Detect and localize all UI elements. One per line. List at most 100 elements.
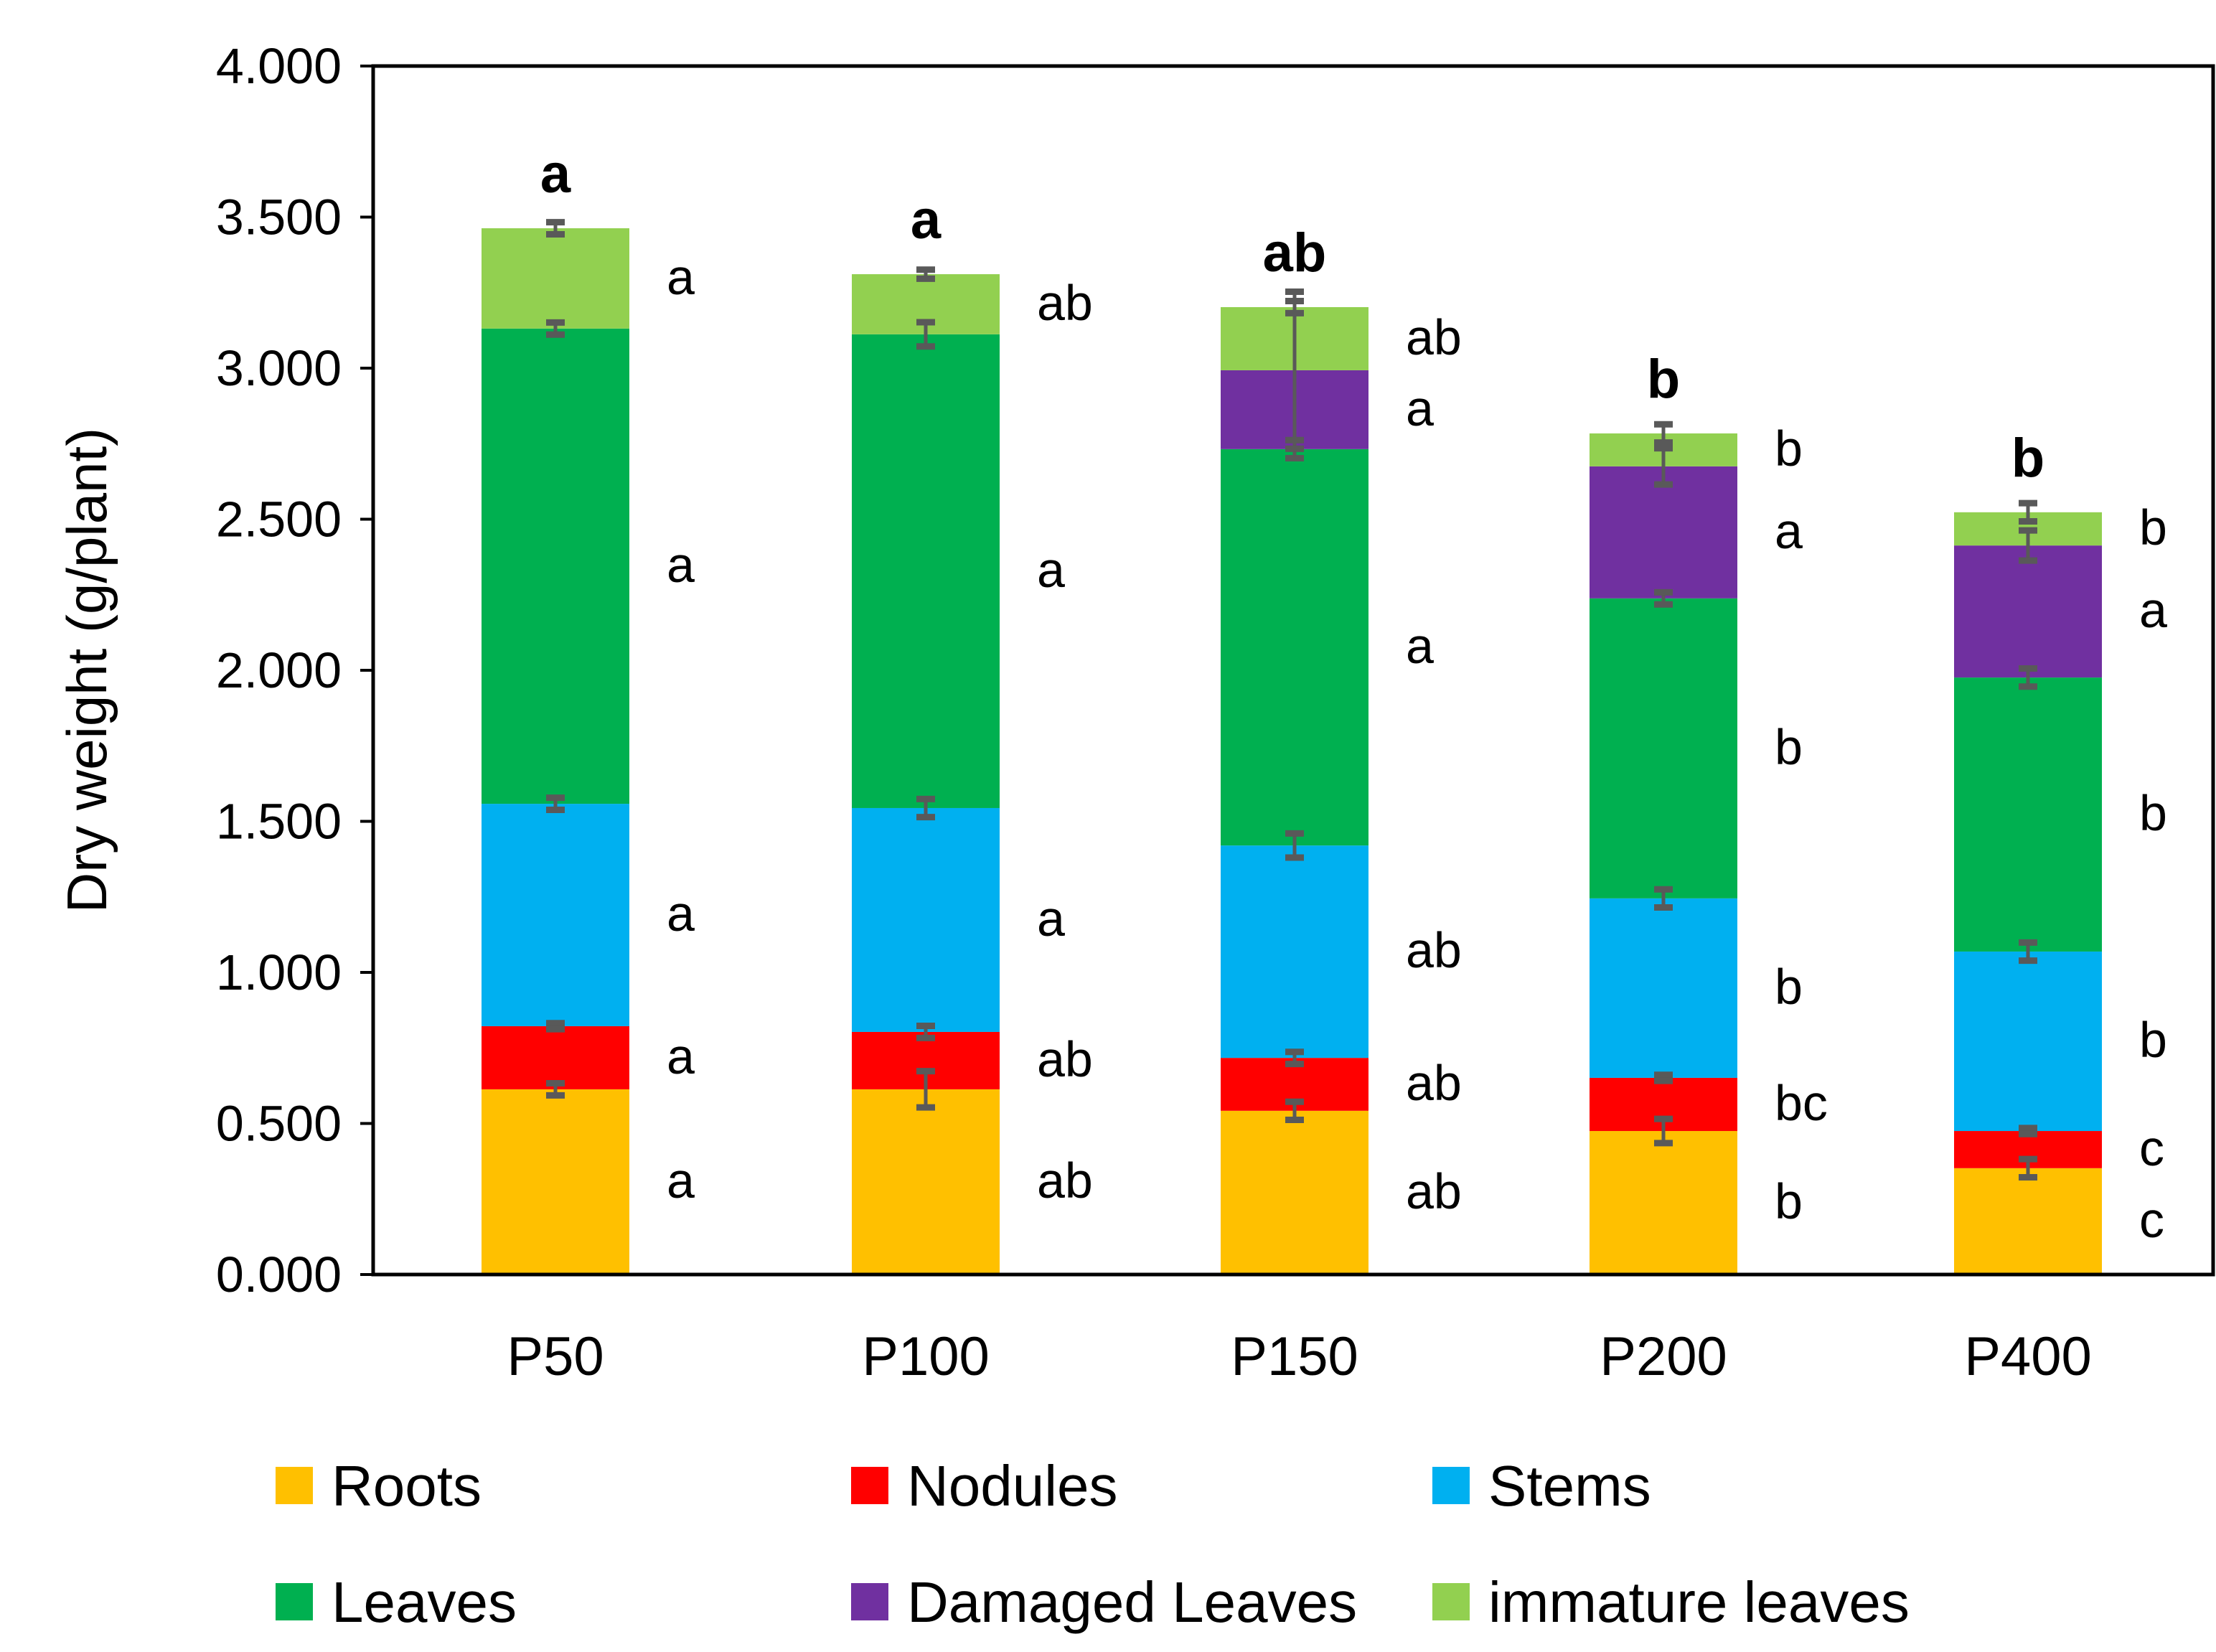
legend-item: Nodules (851, 1454, 1118, 1518)
significance-letter: a (1037, 542, 1065, 598)
x-tick-label: P150 (1231, 1326, 1358, 1387)
legend-item: immature leaves (1432, 1570, 1910, 1634)
legend-item: Leaves (276, 1570, 517, 1634)
error-bar (916, 266, 935, 282)
bar-segment-roots (1954, 1168, 2102, 1275)
legend-label: Damaged Leaves (907, 1570, 1357, 1634)
legend-swatch (1432, 1467, 1470, 1504)
error-bar (916, 1068, 935, 1111)
legend-label: Leaves (332, 1570, 517, 1634)
significance-letter: a (667, 1153, 695, 1209)
legend-item: Stems (1432, 1454, 1651, 1518)
significance-letter: c (2139, 1120, 2164, 1176)
bar-segment-roots (1590, 1131, 1737, 1275)
y-tick-label: 3.500 (216, 189, 342, 245)
significance-letter: a (667, 537, 695, 593)
significance-letter: a (2139, 582, 2167, 638)
legend-swatch (851, 1467, 888, 1504)
error-bar (1285, 1048, 1304, 1068)
y-tick-label: 1.000 (216, 944, 342, 1000)
significance-letter: ab (1406, 1163, 1462, 1219)
total-significance-letter: b (1647, 349, 1680, 410)
bar-segment-leaves (482, 328, 629, 804)
legend-label: Roots (332, 1454, 482, 1518)
error-bar (2019, 1125, 2037, 1137)
total-significance-letter: b (2011, 428, 2044, 489)
significance-letter: ab (1406, 309, 1462, 365)
error-bar (1654, 588, 1673, 608)
total-significance-letter: a (540, 144, 571, 205)
y-tick-label: 3.000 (216, 340, 342, 396)
significance-letter: ab (1037, 1031, 1093, 1087)
error-bar (1285, 288, 1304, 452)
error-bar (916, 795, 935, 821)
error-bar (1654, 886, 1673, 911)
x-axis: P50 P100 P150 P200 P400 (507, 1326, 2091, 1387)
significance-letter: ab (1037, 1153, 1093, 1209)
legend-swatch (276, 1467, 313, 1504)
total-significance-letter: ab (1263, 222, 1327, 283)
x-tick-label: P400 (1964, 1326, 2092, 1387)
y-tick-label: 4.000 (216, 38, 342, 94)
significance-letter: a (1406, 618, 1434, 674)
legend-item: Roots (276, 1454, 482, 1518)
error-bar (2019, 499, 2037, 525)
legend-item: Damaged Leaves (851, 1570, 1357, 1634)
error-bar (2019, 527, 2037, 564)
bar-segment-roots (482, 1089, 629, 1275)
significance-letter: c (2139, 1192, 2164, 1248)
error-bar (2019, 665, 2037, 690)
error-bar (1285, 830, 1304, 861)
legend-swatch (276, 1583, 313, 1620)
bar-segment-roots (852, 1089, 1000, 1275)
bar-segment-leaves (1954, 677, 2102, 952)
significance-letter: a (667, 886, 695, 942)
significance-letter: a (667, 1028, 695, 1084)
bar-segment-leaves (1221, 449, 1368, 846)
bar-segment-leaves (852, 334, 1000, 808)
legend: Roots Nodules Stems Leaves Damaged Leaves imm… (276, 1454, 1910, 1634)
bar-segment-stems (1954, 951, 2102, 1132)
significance-letter: b (1775, 719, 1803, 775)
y-tick-label: 1.500 (216, 794, 342, 850)
error-bar (1654, 445, 1673, 488)
x-tick-label: P100 (862, 1326, 990, 1387)
significance-letter: ab (1037, 275, 1093, 331)
significance-letter: ab (1406, 1055, 1462, 1111)
bar-segment-roots (1221, 1110, 1368, 1275)
error-bar (1654, 421, 1673, 446)
legend-label: immature leaves (1488, 1570, 1910, 1634)
total-significance-letter: a (911, 189, 942, 250)
legend-label: Nodules (907, 1454, 1118, 1518)
bar-segment-nodules (482, 1026, 629, 1089)
error-bar (2019, 939, 2037, 965)
y-tick-label: 0.500 (216, 1096, 342, 1152)
error-bar (916, 319, 935, 350)
bar-segment-immature-leaves (482, 228, 629, 329)
error-bar (546, 1080, 565, 1099)
y-axis-label: Dry weight (g/plant) (55, 428, 118, 913)
y-tick-label: 2.000 (216, 642, 342, 698)
bar-segment-stems (1590, 898, 1737, 1078)
significance-letter: b (1775, 1173, 1803, 1229)
y-tick-label: 2.500 (216, 492, 342, 548)
error-bar (1285, 1098, 1304, 1123)
x-tick-label: P50 (507, 1326, 604, 1387)
significance-letter: ab (1406, 922, 1462, 978)
error-bar (2019, 1155, 2037, 1181)
bar-segment-damaged-leaves (1954, 545, 2102, 678)
error-bar (1654, 1115, 1673, 1147)
significance-letter: a (1037, 891, 1065, 947)
legend-swatch (851, 1583, 888, 1620)
error-bar (546, 794, 565, 814)
significance-letter: a (667, 249, 695, 305)
significance-letter: bc (1775, 1075, 1828, 1131)
error-bar (546, 1020, 565, 1033)
significance-letter: b (2139, 1012, 2167, 1068)
y-axis: 0.000 0.500 1.000 1.500 2.000 2.500 3.000 3.500… (216, 38, 373, 1303)
error-bar (546, 319, 565, 338)
bar-segment-stems (482, 804, 629, 1026)
x-tick-label: P200 (1600, 1326, 1727, 1387)
error-bar (916, 1023, 935, 1041)
